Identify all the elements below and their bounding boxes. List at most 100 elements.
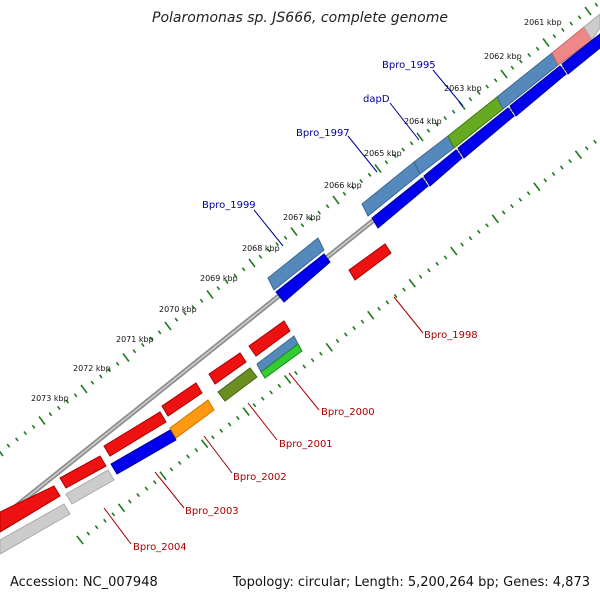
scale-tick: [103, 518, 107, 523]
scale-tick: [343, 332, 348, 337]
scale-tick: [157, 330, 162, 335]
gene-arrow: [208, 352, 247, 385]
scale-tick: [377, 306, 381, 311]
scale-tick: [277, 383, 282, 388]
scale-tick: [144, 486, 149, 491]
gene-label-bpro-1999[interactable]: Bpro_1999: [202, 200, 256, 211]
gene-block: [267, 237, 325, 291]
scale-tick: [31, 424, 36, 429]
scale-tick: [182, 311, 187, 316]
genome-summary-text: Topology: circular; Length: 5,200,264 bp…: [232, 575, 590, 590]
gene-label-bpro-1997[interactable]: Bpro_1997: [296, 128, 350, 139]
scale-tick: [242, 407, 250, 416]
scale-tick: [569, 21, 574, 26]
gene-arrow: [59, 455, 107, 489]
gene-arrow: [371, 177, 429, 229]
outer-tick-ring: [0, 2, 599, 457]
scale-tick: [518, 59, 523, 64]
scale-tick: [460, 242, 464, 247]
gene-arrow: [110, 429, 177, 475]
scale-tick: [416, 132, 424, 142]
gene-arrow: [161, 382, 203, 417]
gene-label-bpro-2002[interactable]: Bpro_2002: [233, 472, 287, 483]
kbp-label: 2066 kbp: [324, 181, 362, 190]
scale-tick: [335, 338, 340, 343]
gene-label-bpro-2001[interactable]: Bpro_2001: [279, 439, 333, 450]
scale-tick: [401, 147, 406, 152]
gene-arrow: [275, 253, 331, 303]
scale-tick: [132, 349, 137, 354]
scale-tick: [73, 393, 78, 398]
gene-label-bpro-1998[interactable]: Bpro_1998: [424, 330, 478, 341]
scale-tick: [342, 191, 347, 196]
gene-block: [217, 367, 258, 402]
scale-tick: [159, 471, 167, 481]
kbp-label: 2073 kbp: [31, 394, 69, 403]
scale-tick: [418, 274, 423, 279]
scale-tick: [219, 428, 224, 433]
gene-block: [583, 13, 600, 41]
scale-tick: [258, 254, 263, 259]
scale-tick: [149, 336, 154, 341]
gene-label-bpro-2000[interactable]: Bpro_2000: [321, 407, 375, 418]
gene-block: [169, 399, 215, 439]
scale-tick: [435, 261, 440, 266]
scale-tick: [48, 412, 53, 417]
scale-tick: [527, 53, 532, 58]
scale-tick: [476, 229, 481, 234]
kbp-label: 2069 kbp: [200, 274, 238, 283]
scale-tick: [468, 236, 473, 241]
scale-tick: [107, 368, 112, 373]
scale-tick: [526, 191, 531, 196]
scale-tick: [367, 310, 375, 320]
scale-tick: [485, 84, 490, 89]
kbp-label: 2072 kbp: [73, 364, 111, 373]
scale-tick: [233, 273, 238, 278]
kbp-label: 2067 kbp: [283, 213, 321, 222]
gene-label-bpro-1995[interactable]: Bpro_1995: [382, 60, 436, 71]
scale-tick: [76, 535, 84, 545]
gene-label-bpro-2003[interactable]: Bpro_2003: [185, 506, 239, 517]
scale-tick: [500, 69, 508, 79]
scale-tick: [535, 46, 540, 51]
scale-tick: [325, 204, 330, 209]
scale-tick: [501, 210, 506, 215]
scale-tick: [584, 6, 592, 16]
scale-tick: [468, 97, 473, 102]
scale-tick: [199, 298, 204, 303]
scale-tick: [216, 286, 221, 291]
scale-tick: [427, 268, 431, 273]
forward-gene-labels: Bpro_1995 dapD Bpro_1997 Bpro_1999: [202, 60, 464, 247]
scale-tick: [269, 390, 273, 395]
scale-tick: [191, 305, 196, 310]
gene-arrow: [103, 411, 167, 457]
scale-tick: [275, 242, 280, 247]
scale-tick: [136, 492, 141, 498]
scale-tick: [302, 364, 307, 369]
scale-tick: [319, 351, 323, 356]
scale-tick: [360, 319, 365, 324]
scale-tick: [248, 258, 256, 268]
scale-tick: [283, 375, 292, 384]
scale-tick: [392, 153, 397, 158]
scale-tick: [510, 65, 515, 70]
kbp-label: 2070 kbp: [159, 305, 197, 314]
scale-tick: [6, 443, 11, 448]
gene-label-dapd[interactable]: dapD: [363, 94, 390, 105]
kbp-scale-labels: 2061 kbp 2062 kbp 2063 kbp 2064 kbp 2065…: [31, 18, 562, 403]
scale-tick: [115, 361, 120, 366]
scale-tick: [493, 78, 498, 83]
scale-tick: [23, 431, 28, 436]
scale-tick: [56, 405, 61, 410]
gene-arrow: [561, 33, 600, 75]
scale-tick: [543, 178, 548, 183]
scale-tick: [577, 15, 582, 20]
gene-label-bpro-2004[interactable]: Bpro_2004: [133, 542, 187, 553]
scale-tick: [290, 227, 298, 236]
kbp-label: 2063 kbp: [444, 84, 482, 93]
kbp-label: 2061 kbp: [524, 18, 562, 27]
gene-block: [65, 469, 115, 505]
gene-arrow: [248, 320, 291, 357]
gene-block: [260, 343, 303, 379]
scale-tick: [393, 293, 398, 299]
